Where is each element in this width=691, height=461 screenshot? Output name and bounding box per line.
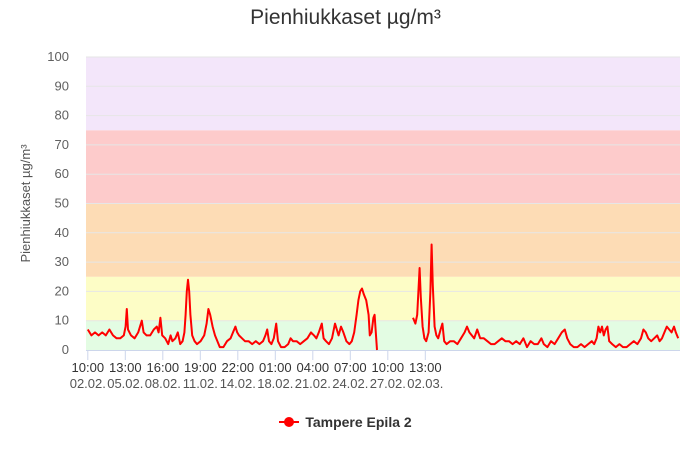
- x-tick-label-time: 22:00: [222, 360, 255, 375]
- y-tick-label: 20: [55, 283, 69, 298]
- x-tick-label-time: 19:00: [184, 360, 217, 375]
- y-tick-label: 100: [47, 49, 69, 64]
- x-tick-label-date: 21.02.: [295, 376, 331, 391]
- legend: Tampere Epila 2: [0, 414, 691, 431]
- y-tick-label: 10: [55, 313, 69, 328]
- legend-item-tampere-epila-2[interactable]: Tampere Epila 2: [279, 414, 412, 430]
- y-tick-label: 90: [55, 78, 69, 93]
- y-tick-label: 60: [55, 166, 69, 181]
- x-tick-label-time: 10:00: [72, 360, 105, 375]
- y-tick-label: 30: [55, 254, 69, 269]
- legend-label: Tampere Epila 2: [305, 414, 412, 430]
- x-tick-label-date: 14.02.: [220, 376, 256, 391]
- x-tick-label-time: 01:00: [259, 360, 292, 375]
- plot-band-4: [86, 57, 680, 131]
- series-line-segment-0: [86, 278, 378, 351]
- x-tick-label-time: 13:00: [409, 360, 442, 375]
- y-tick-label: 40: [55, 225, 69, 240]
- plot-band-2: [86, 203, 680, 277]
- x-tick-label-time: 07:00: [334, 360, 367, 375]
- legend-symbol: [279, 416, 300, 428]
- y-tick-label: 50: [55, 196, 69, 211]
- plot-band-0: [86, 320, 680, 350]
- x-tick-label-date: 11.02.: [183, 376, 218, 391]
- x-tick-label-time: 13:00: [109, 360, 142, 375]
- x-tick-label-date: 08.02.: [145, 376, 181, 391]
- x-tick-label-time: 16:00: [147, 360, 180, 375]
- x-tick-label-date: 02.03.: [407, 376, 443, 391]
- x-tick-label-date: 18.02.: [257, 376, 293, 391]
- y-tick-label: 80: [55, 108, 69, 123]
- plot-band-1: [86, 276, 680, 321]
- y-tick-label: 0: [62, 342, 69, 357]
- x-tick-label-date: 05.02.: [107, 376, 143, 391]
- y-tick-label: 70: [55, 137, 69, 152]
- series-line-segment-1: [412, 243, 680, 349]
- chart-title: Pienhiukkaset µg/m³: [250, 6, 441, 29]
- x-tick-label-date: 02.02.: [70, 376, 106, 391]
- x-tick-label-time: 10:00: [372, 360, 405, 375]
- x-tick-label-date: 27.02.: [370, 376, 406, 391]
- x-tick-label-time: 04:00: [297, 360, 330, 375]
- x-tick-label-date: 24.02.: [332, 376, 368, 391]
- y-axis-label: Pienhiukkaset µg/m³: [18, 144, 33, 263]
- plot-band-3: [86, 130, 680, 204]
